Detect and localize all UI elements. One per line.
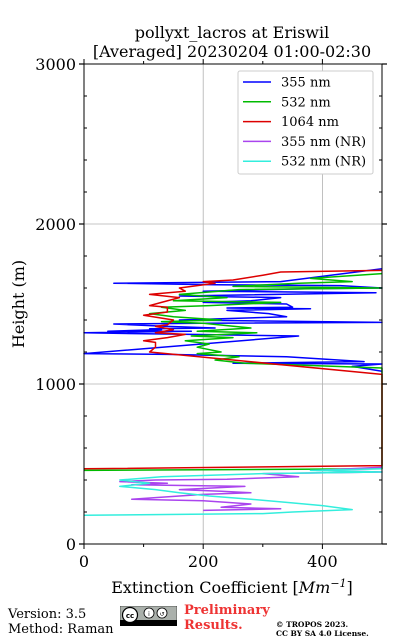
chart-subtitle: [Averaged] 20230204 01:00-02:30	[93, 42, 371, 61]
series-line-532-nm-nr-	[83, 468, 383, 516]
y-axis-label: Height (m)	[9, 260, 28, 348]
x-axis-label-exponent: −1	[330, 577, 346, 590]
preliminary-notice: Preliminary Results.	[184, 603, 270, 633]
preliminary-line-1: Preliminary	[184, 603, 270, 618]
chart-title: pollyxt_lacros at Eriswil	[135, 23, 329, 42]
legend-label: 532 nm	[281, 95, 331, 110]
x-tick-label: 0	[79, 552, 89, 571]
y-tick-label: 0	[66, 535, 76, 554]
copyright-notice: © TROPOS 2023. CC BY SA 4.0 License.	[276, 620, 369, 638]
x-axis-label: Extinction Coefficient [Mm−1]	[111, 577, 353, 597]
series-line-355-nm-nr-	[119, 466, 383, 512]
y-tick-label: 2000	[35, 215, 76, 234]
plot-frame	[83, 63, 383, 545]
version-text: Version: 3.5	[8, 607, 87, 622]
svg-text:↺: ↺	[159, 611, 164, 618]
x-tick-label: 400	[307, 552, 338, 571]
legend: 355 nm 532 nm 1064 nm 355 nm (NR) 532 nm (NR…	[237, 70, 374, 175]
legend-box	[237, 70, 374, 175]
legend-label: 1064 nm	[281, 115, 339, 130]
x-axis-label-text: Extinction Coefficient [	[111, 578, 299, 597]
method-text: Method: Raman	[8, 622, 114, 637]
x-axis-label-close: ]	[347, 578, 353, 597]
legend-label: 355 nm	[281, 76, 331, 91]
legend-label: 355 nm (NR)	[281, 135, 366, 150]
preliminary-line-2: Results.	[184, 618, 243, 633]
series-layer	[83, 268, 383, 516]
copyright-line-1: © TROPOS 2023.	[276, 620, 349, 629]
y-tick-label: 1000	[35, 375, 76, 394]
series-line-1064-nm	[83, 269, 383, 470]
x-tick-label: 200	[188, 552, 219, 571]
cc-by-sa-icon: cc i ↺	[120, 606, 177, 626]
copyright-line-2: CC BY SA 4.0 License.	[276, 629, 369, 638]
legend-label: 532 nm (NR)	[281, 155, 366, 170]
x-axis-label-unit: Mm	[298, 578, 331, 597]
svg-text:cc: cc	[126, 612, 134, 620]
axis-ticks: 0 200 400 0 1000 2000 3000	[35, 55, 387, 571]
svg-text:i: i	[148, 611, 150, 618]
y-tick-label: 3000	[35, 55, 76, 74]
series-line-532-nm	[83, 272, 383, 472]
